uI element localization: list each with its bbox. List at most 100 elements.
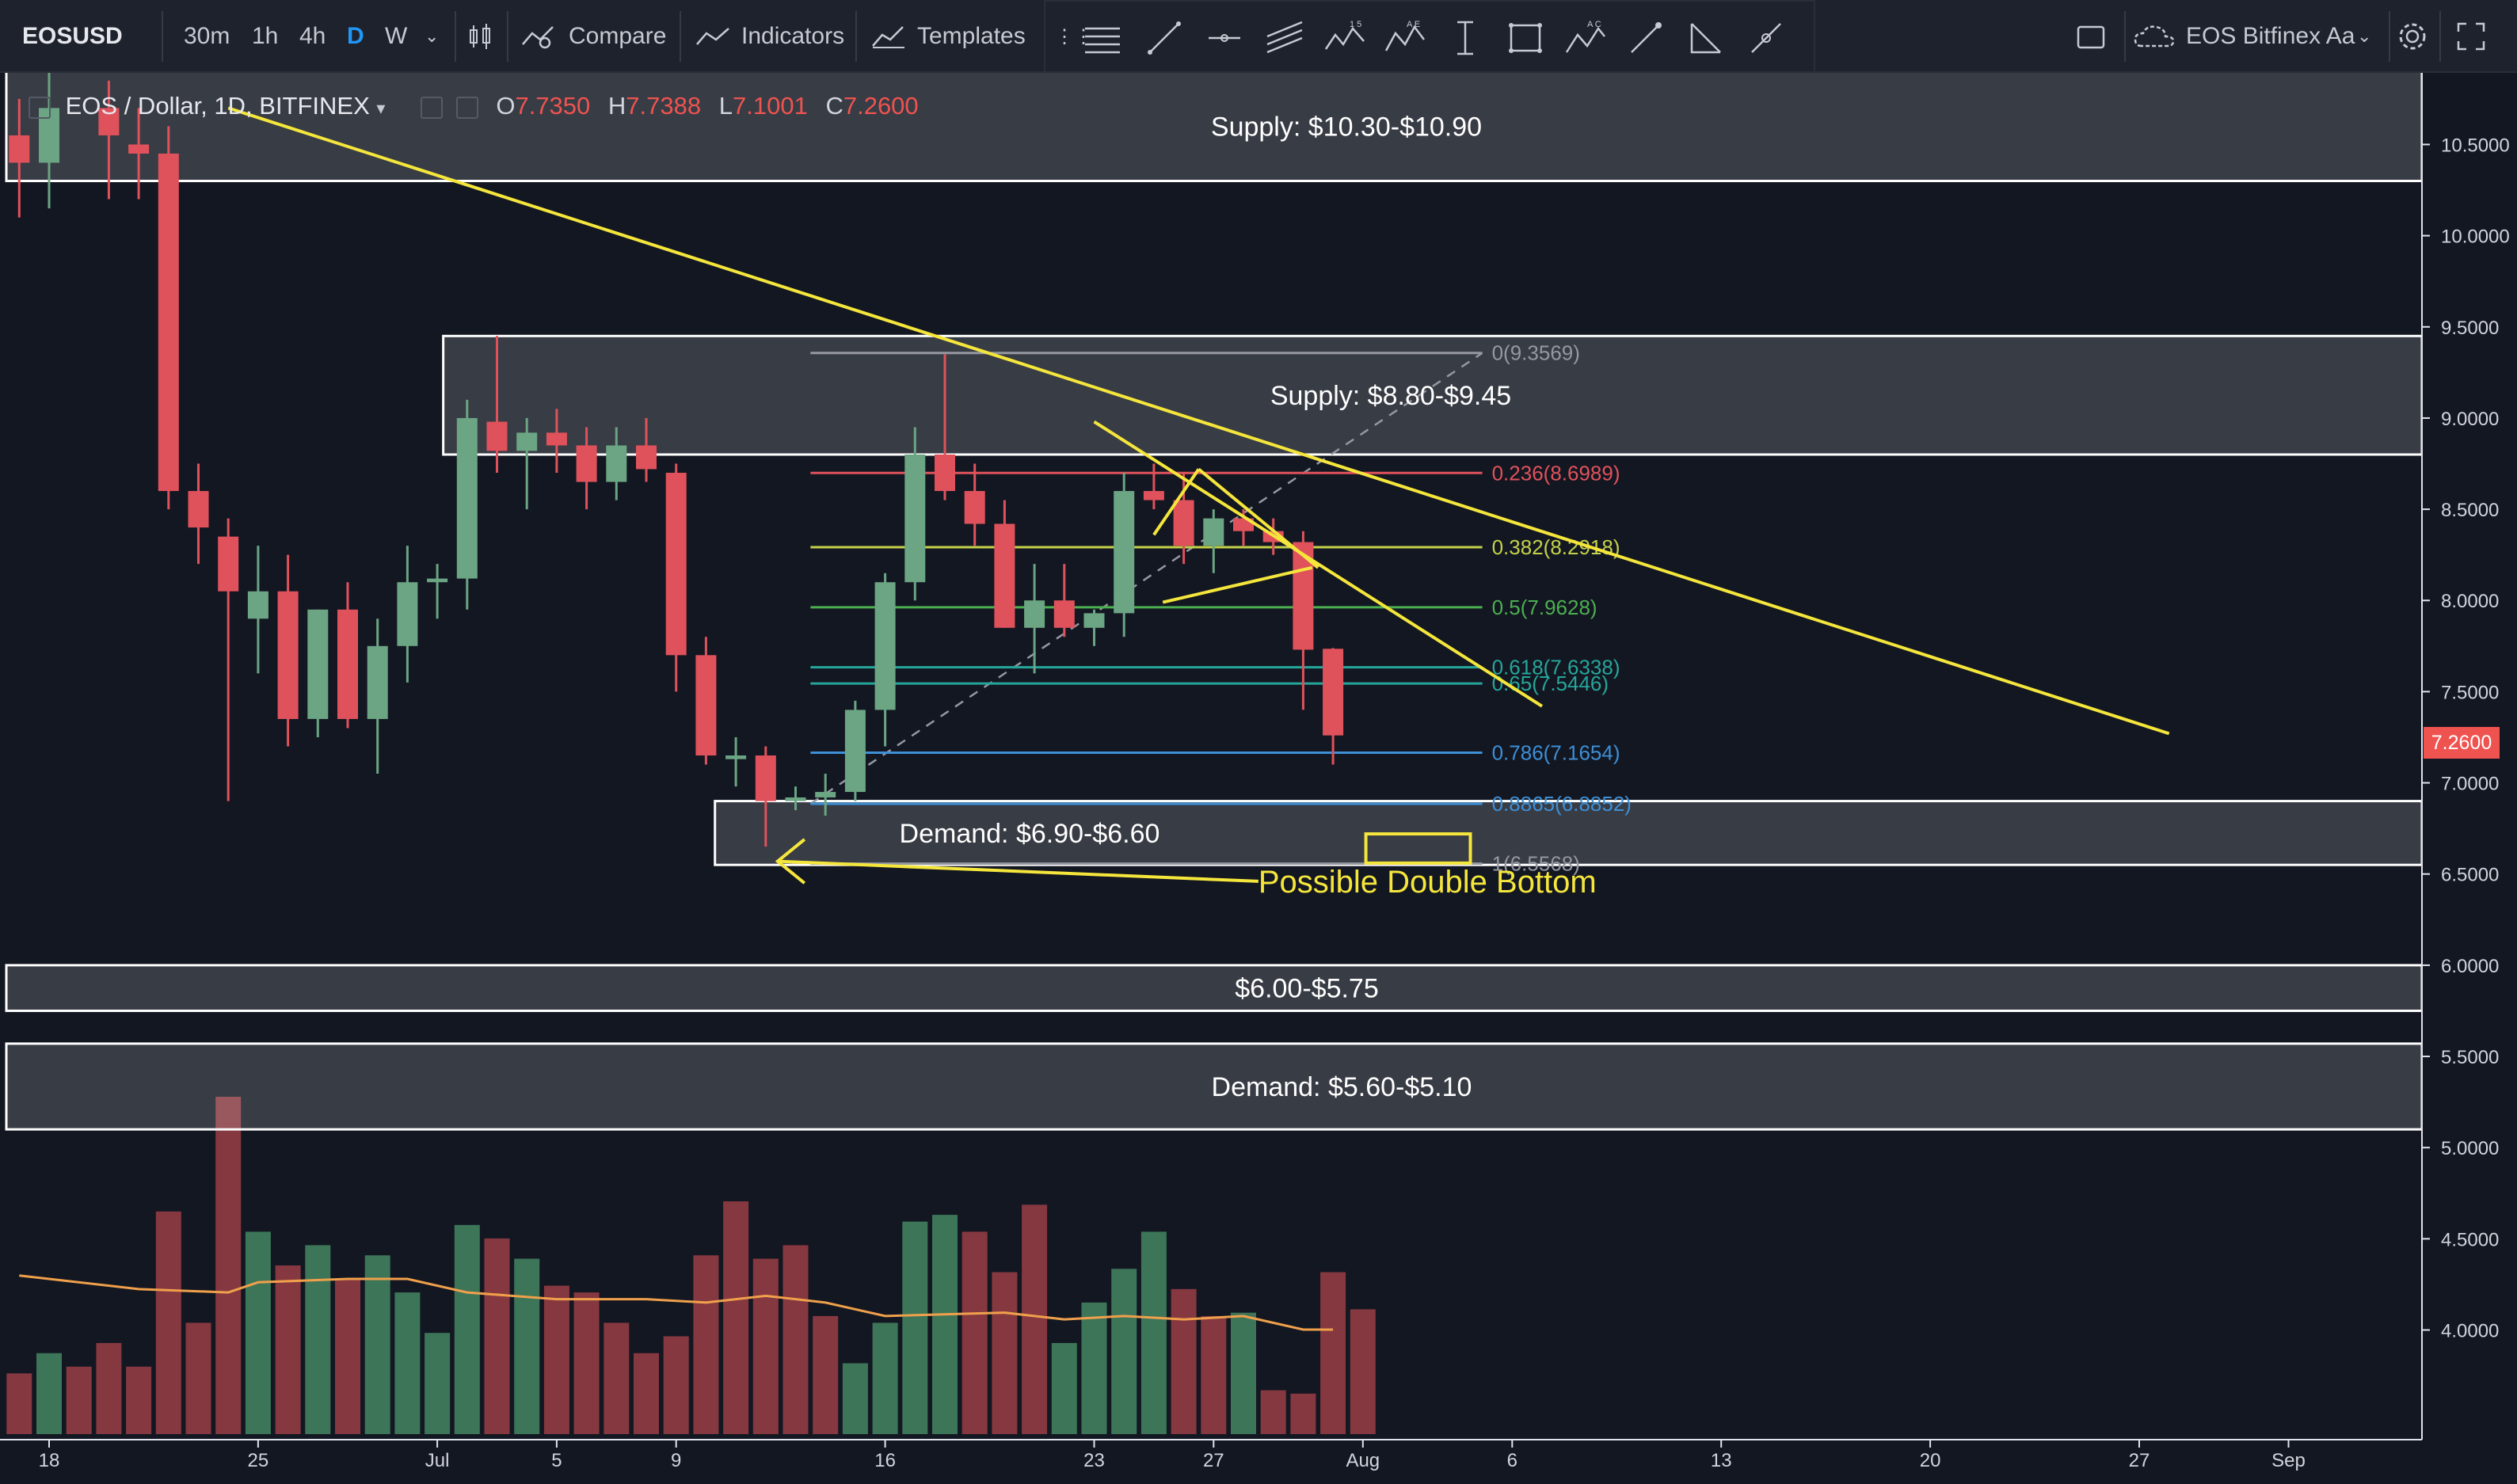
volume-bar (96, 1342, 122, 1434)
candle-body (904, 454, 926, 583)
expand-icon[interactable] (2457, 22, 2485, 51)
price-chart[interactable]: 0(9.3569) 0.236(8.6989) 0.382(8.2918) 0.5(7… (0, 73, 2517, 1484)
zone-box-2 (714, 800, 2424, 866)
fullscreen-box-icon[interactable] (2075, 24, 2107, 51)
time-tick-label: Jul (425, 1450, 450, 1471)
magnet-icon[interactable] (1744, 17, 1788, 59)
time-tick-label: 27 (2129, 1450, 2150, 1471)
double-bottom-arrowhead (775, 838, 806, 885)
price-tick-label: 6.5000 (2441, 865, 2499, 886)
horizontal-ray-icon[interactable] (1202, 17, 1247, 59)
volume-bar (275, 1265, 301, 1434)
trendline-2 (1198, 467, 1319, 569)
rectangle-icon[interactable] (1503, 17, 1548, 59)
interval-dropdown-icon[interactable]: ⌄ (425, 26, 440, 46)
indicators-icon[interactable] (695, 25, 730, 48)
legend-toggle-icon[interactable] (29, 96, 51, 119)
candle-body (1114, 491, 1135, 614)
interval-d-button[interactable]: D (347, 23, 364, 49)
volume-bar (604, 1322, 630, 1434)
zone-box-3 (5, 964, 2424, 1012)
candle-body (785, 797, 806, 801)
compare-button[interactable]: Compare (569, 23, 667, 49)
elliott-wave-icon[interactable]: A E (1383, 17, 1427, 59)
fib-level-label: 0.8865(6.8852) (1492, 792, 1632, 816)
svg-text:1 5: 1 5 (1350, 20, 1361, 29)
candle-body (695, 655, 717, 756)
cloud-icon[interactable] (2134, 24, 2175, 51)
horizontal-lines-icon[interactable] (1080, 17, 1125, 59)
last-price-badge: 7.2600 (2424, 727, 2500, 759)
legend-dropdown-icon[interactable]: ▾ (376, 98, 386, 118)
parallel-channel-icon[interactable] (1262, 17, 1307, 59)
candle-body (128, 144, 150, 154)
volume-bar (126, 1366, 152, 1434)
candle-body (665, 473, 687, 656)
interval-w-button[interactable]: W (385, 23, 408, 49)
candle-body (1024, 600, 1045, 628)
price-tick-label: 5.0000 (2441, 1138, 2499, 1159)
volume-bar (1081, 1302, 1107, 1434)
legend-eye-icon[interactable] (421, 96, 444, 119)
measure-icon[interactable] (1684, 17, 1728, 59)
toolbar-divider (855, 11, 857, 62)
price-tick-label: 8.5000 (2441, 500, 2499, 521)
candle-body (964, 491, 985, 524)
fib-level-label: 0.618(7.6338) (1492, 656, 1620, 679)
trendline-3 (1152, 468, 1201, 536)
zone-label-4: Demand: $5.60-$5.10 (1212, 1072, 1472, 1102)
price-tick-label: 10.0000 (2441, 226, 2510, 248)
trend-line-icon[interactable] (1142, 17, 1186, 59)
volume-bar (305, 1245, 331, 1434)
candle-body (606, 445, 627, 482)
interval-30m-button[interactable]: 30m (184, 23, 230, 49)
abcd-pattern-icon[interactable]: A C (1563, 17, 1608, 59)
zone-label-2: Demand: $6.90-$6.60 (900, 819, 1160, 849)
gear-icon[interactable] (2397, 21, 2428, 52)
legend-open-key: O (496, 92, 516, 120)
candle-body (1083, 613, 1105, 628)
candle-body (98, 108, 120, 135)
layout-dropdown-icon[interactable]: ⌄ (2357, 26, 2372, 46)
brush-icon[interactable] (1624, 17, 1668, 59)
trendline-0 (227, 106, 2170, 736)
time-tick-label: 23 (1083, 1450, 1105, 1471)
text-cursor-icon[interactable] (1443, 17, 1487, 59)
candle-style-icon[interactable] (466, 24, 494, 49)
layout-name-button[interactable]: EOS Bitfinex Aa (2186, 23, 2355, 49)
interval-4h-button[interactable]: 4h (299, 23, 326, 49)
candle-body (158, 153, 179, 492)
legend-title: EOS / Dollar, 1D, BITFINEX (65, 92, 370, 120)
fib-level-label: 1(6.5568) (1492, 852, 1580, 876)
legend-settings-icon[interactable] (455, 96, 478, 119)
zone-box-4 (5, 1042, 2424, 1131)
volume-bar (1022, 1204, 1048, 1434)
axis-corner (2422, 1440, 2517, 1484)
time-tick-label: 20 (1920, 1450, 1941, 1471)
templates-button[interactable]: Templates (917, 23, 1026, 49)
compare-icon[interactable] (521, 24, 558, 49)
chart-legend: EOS / Dollar, 1D, BITFINEX ▾ O7.7350 H7.… (29, 89, 919, 124)
interval-1h-button[interactable]: 1h (252, 23, 279, 49)
toolbar-divider (680, 11, 681, 62)
volume-bar (813, 1315, 839, 1434)
templates-icon[interactable] (871, 24, 906, 49)
indicators-button[interactable]: Indicators (741, 23, 845, 49)
price-tick-label: 7.0000 (2441, 774, 2499, 795)
trendline-4 (1162, 565, 1313, 604)
svg-text:A C: A C (1587, 20, 1601, 29)
price-tick-label: 4.0000 (2441, 1321, 2499, 1342)
fib-level-label: 0.5(7.9628) (1492, 596, 1597, 619)
volume-bar (36, 1353, 62, 1434)
zone-label-0: Supply: $10.30-$10.90 (1211, 112, 1482, 142)
time-tick-label: Sep (2271, 1450, 2306, 1471)
pattern-icon[interactable]: 1 5 (1323, 17, 1367, 59)
volume-bar (1260, 1390, 1286, 1434)
volume-bar (842, 1363, 868, 1434)
drawing-toolbar: ⋮⋮ 1 5 A E A C (1044, 0, 1815, 73)
time-tick-label: 25 (248, 1450, 269, 1471)
volume-bar (1350, 1309, 1376, 1434)
volume-bar (364, 1255, 390, 1434)
volume-bar (783, 1245, 809, 1434)
symbol-search[interactable]: EOSUSD (22, 23, 123, 49)
